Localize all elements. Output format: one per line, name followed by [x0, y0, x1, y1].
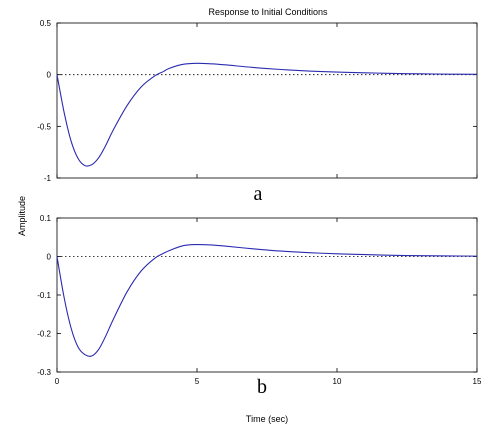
x-tick-label: 5 [195, 377, 200, 386]
x-axis-label: Time (sec) [246, 414, 288, 424]
y-tick-label: 0.5 [40, 19, 52, 28]
y-tick-label: 0.1 [40, 214, 52, 223]
plot-frame [56, 22, 478, 179]
y-tick-label: -0.5 [37, 122, 51, 131]
response-curve [56, 62, 478, 167]
panel-b: 0.1 0 -0.1 -0.2 -0.3 0 5 10 15 [37, 214, 482, 386]
panel-label-b: b [257, 376, 267, 398]
panel-label-a: a [254, 183, 263, 205]
y-tick-label: -1 [44, 174, 52, 183]
panel-a: 0.5 0 -0.5 -1 [37, 19, 478, 183]
y-tick-label: 0 [47, 71, 52, 80]
y-tick-label: -0.3 [37, 368, 51, 377]
x-tick-label: 0 [55, 377, 60, 386]
y-axis-label: Amplitude [17, 196, 27, 236]
x-tick-label: 15 [473, 377, 482, 386]
response-curve [56, 243, 478, 357]
plot-frame [56, 217, 478, 373]
x-tick-label: 10 [333, 377, 342, 386]
y-tick-label: 0 [47, 253, 52, 262]
y-tick-label: -0.2 [37, 330, 51, 339]
chart-title: Response to Initial Conditions [208, 7, 328, 17]
y-tick-label: -0.1 [37, 291, 51, 300]
